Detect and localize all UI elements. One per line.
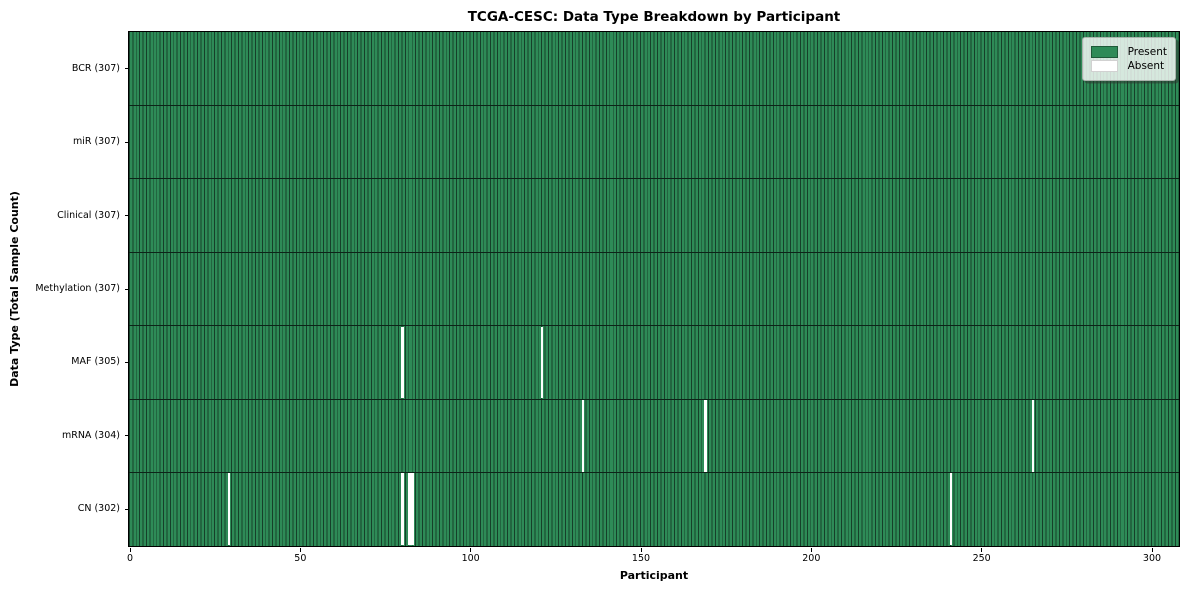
absent-gap bbox=[401, 326, 404, 399]
x-axis-label: Participant bbox=[619, 569, 689, 582]
absent-gap bbox=[408, 473, 414, 546]
row-separator bbox=[129, 178, 1179, 180]
legend-item-present: Present bbox=[1090, 45, 1167, 58]
legend-label: Absent bbox=[1127, 60, 1165, 72]
y-tick bbox=[124, 508, 128, 510]
x-tick bbox=[299, 548, 301, 552]
absent-gap bbox=[949, 473, 953, 546]
chart-title: TCGA-CESC: Data Type Breakdown by Partic… bbox=[467, 9, 841, 25]
absent-gap bbox=[227, 473, 231, 546]
absent-swatch-icon bbox=[1090, 60, 1118, 72]
y-tick-label: CN (302) bbox=[77, 503, 120, 515]
x-tick-label: 200 bbox=[802, 552, 821, 564]
x-tick-label: 150 bbox=[631, 552, 651, 564]
legend: Present Absent bbox=[1081, 37, 1176, 81]
row-separator bbox=[129, 104, 1179, 106]
present-swatch-icon bbox=[1090, 45, 1118, 58]
y-tick-label: Methylation (307) bbox=[35, 283, 120, 294]
absent-gap bbox=[401, 473, 404, 546]
absent-gap bbox=[1031, 400, 1035, 472]
row-separator bbox=[129, 472, 1179, 474]
y-tick bbox=[124, 361, 128, 363]
y-tick-label: miR (307) bbox=[72, 136, 120, 148]
y-tick bbox=[124, 141, 128, 143]
x-tick-label: 300 bbox=[1142, 552, 1162, 564]
absent-gap bbox=[704, 400, 707, 472]
row-separator bbox=[129, 325, 1179, 327]
x-tick bbox=[470, 548, 472, 552]
absent-gap bbox=[581, 400, 585, 472]
y-tick-label: BCR (307) bbox=[71, 62, 120, 74]
x-tick bbox=[640, 548, 642, 552]
y-tick-label: mRNA (304) bbox=[61, 429, 120, 441]
x-tick bbox=[981, 548, 983, 552]
y-tick bbox=[124, 68, 128, 70]
y-tick bbox=[124, 435, 128, 437]
y-tick bbox=[124, 288, 128, 290]
x-tick bbox=[129, 548, 131, 552]
absent-gap bbox=[540, 326, 544, 399]
row-separator bbox=[129, 251, 1179, 253]
legend-label: Present bbox=[1127, 45, 1167, 58]
legend-item-absent: Absent bbox=[1090, 60, 1167, 72]
y-tick bbox=[124, 215, 128, 217]
x-tick bbox=[810, 548, 812, 552]
row-separator bbox=[129, 398, 1179, 400]
x-tick-label: 100 bbox=[461, 552, 480, 564]
x-tick bbox=[1151, 548, 1153, 552]
x-tick-label: 250 bbox=[972, 552, 991, 564]
x-tick-label: 0 bbox=[126, 552, 134, 564]
y-tick-label: Clinical (307) bbox=[57, 209, 120, 221]
x-tick-label: 50 bbox=[294, 552, 307, 564]
y-tick-label: MAF (305) bbox=[71, 356, 120, 368]
plot-area: Present Absent bbox=[128, 31, 1180, 547]
